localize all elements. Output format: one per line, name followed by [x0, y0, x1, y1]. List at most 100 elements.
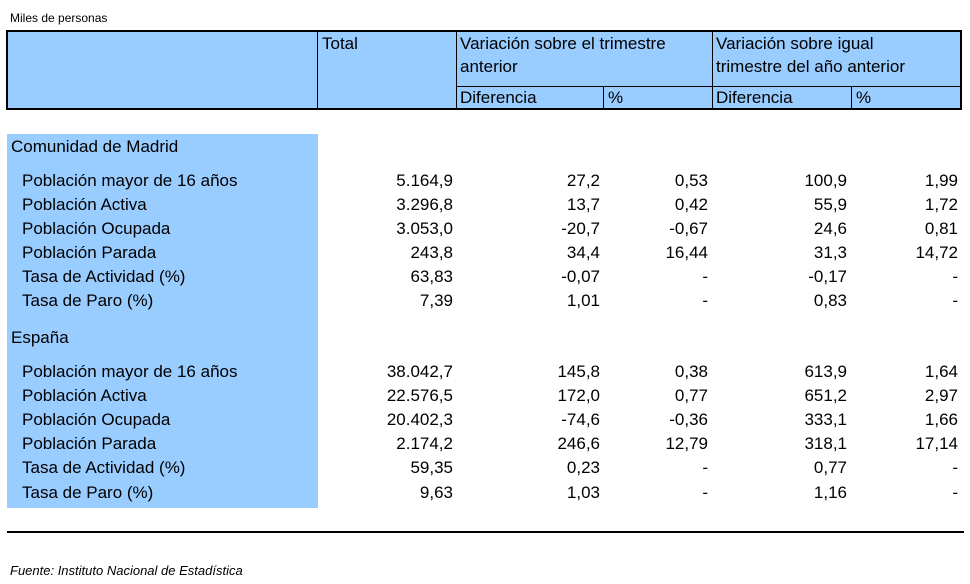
cell-pct-prev: 0,38 [674, 362, 708, 381]
cell-diff-year: -0,17 [808, 267, 847, 286]
header-divider [603, 86, 604, 108]
header-var-prev-line1: Variación sobre el trimestre [460, 34, 666, 53]
table-row: Tasa de Actividad (%) 63,83 -0,07 - -0,1… [0, 265, 970, 289]
source-note: Fuente: Instituto Nacional de Estadístic… [10, 563, 243, 578]
header-var-prev-line2: anterior [460, 57, 518, 76]
header-divider [851, 86, 852, 108]
row-label: Población Parada [22, 243, 157, 262]
units-note: Miles de personas [10, 11, 108, 25]
section-title-row: Comunidad de Madrid [0, 135, 970, 159]
cell-pct-prev: - [702, 291, 708, 310]
cell-pct-prev: 0,53 [674, 171, 708, 190]
cell-diff-year: 1,16 [813, 483, 847, 502]
cell-pct-year: 1,72 [924, 195, 958, 214]
table-row: Población mayor de 16 años 5.164,9 27,2 … [0, 169, 970, 193]
cell-pct-year: 0,81 [924, 219, 958, 238]
cell-pct-year: - [952, 483, 958, 502]
section-title: Comunidad de Madrid [11, 137, 179, 156]
table-row: Población Ocupada 3.053,0 -20,7 -0,67 24… [0, 217, 970, 241]
section-title-row: España [0, 326, 970, 350]
table-row: Población Parada 243,8 34,4 16,44 31,3 1… [0, 241, 970, 265]
cell-diff-prev: 13,7 [566, 195, 600, 214]
cell-pct-year: - [952, 458, 958, 477]
cell-diff-prev: 1,03 [566, 483, 600, 502]
table-row: Tasa de Paro (%) 9,63 1,03 - 1,16 - [0, 481, 970, 505]
cell-pct-prev: - [702, 483, 708, 502]
cell-pct-prev: 12,79 [665, 434, 708, 453]
row-label: Población Ocupada [22, 410, 171, 429]
cell-pct-year: - [952, 267, 958, 286]
cell-diff-year: 333,1 [804, 410, 847, 429]
cell-pct-year: 1,66 [924, 410, 958, 429]
cell-diff-prev: 172,0 [557, 386, 600, 405]
header-divider [712, 32, 713, 108]
cell-pct-prev: -0,67 [669, 219, 708, 238]
cell-pct-year: 1,99 [924, 171, 958, 190]
cell-diff-prev: -20,7 [561, 219, 600, 238]
cell-pct-year: 14,72 [915, 243, 958, 262]
cell-total: 3.296,8 [396, 195, 453, 214]
row-label: Población Parada [22, 434, 157, 453]
header-var-year-line1: Variación sobre igual [716, 34, 874, 53]
section-title: España [11, 328, 69, 347]
header-pct-prev: % [608, 88, 624, 107]
row-label: Tasa de Actividad (%) [22, 267, 186, 286]
cell-diff-prev: 246,6 [557, 434, 600, 453]
table-row: Población Parada 2.174,2 246,6 12,79 318… [0, 432, 970, 456]
cell-pct-prev: -0,36 [669, 410, 708, 429]
cell-diff-prev: 27,2 [566, 171, 600, 190]
cell-diff-year: 55,9 [813, 195, 847, 214]
row-label: Tasa de Actividad (%) [22, 458, 186, 477]
cell-total: 7,39 [419, 291, 453, 310]
header-diff-year: Diferencia [716, 88, 793, 107]
cell-total: 38.042,7 [386, 362, 453, 381]
cell-pct-year: - [952, 291, 958, 310]
cell-total: 20.402,3 [386, 410, 453, 429]
cell-pct-prev: - [702, 458, 708, 477]
cell-total: 59,35 [410, 458, 453, 477]
row-label: Tasa de Paro (%) [22, 291, 154, 310]
row-label: Población mayor de 16 años [22, 362, 238, 381]
cell-pct-prev: - [702, 267, 708, 286]
cell-total: 9,63 [419, 483, 453, 502]
cell-diff-year: 24,6 [813, 219, 847, 238]
cell-total: 3.053,0 [396, 219, 453, 238]
table-header: Total Variación sobre el trimestre anter… [6, 30, 962, 110]
header-divider [317, 32, 318, 108]
table-row: Tasa de Paro (%) 7,39 1,01 - 0,83 - [0, 289, 970, 313]
header-subdivider [456, 86, 960, 87]
cell-diff-prev: 145,8 [557, 362, 600, 381]
row-label: Tasa de Paro (%) [22, 483, 154, 502]
cell-diff-year: 100,9 [804, 171, 847, 190]
cell-diff-prev: -74,6 [561, 410, 600, 429]
row-label: Población Ocupada [22, 219, 171, 238]
header-var-year-line2: trimestre del año anterior [716, 57, 905, 76]
cell-diff-year: 651,2 [804, 386, 847, 405]
row-label: Población Activa [22, 386, 147, 405]
cell-pct-year: 2,97 [924, 386, 958, 405]
header-total: Total [322, 34, 358, 53]
cell-diff-prev: 0,23 [566, 458, 600, 477]
cell-total: 5.164,9 [396, 171, 453, 190]
cell-pct-year: 1,64 [924, 362, 958, 381]
cell-diff-prev: 34,4 [566, 243, 600, 262]
cell-total: 243,8 [410, 243, 453, 262]
header-divider [456, 32, 457, 108]
row-label: Población Activa [22, 195, 147, 214]
table-row: Población Ocupada 20.402,3 -74,6 -0,36 3… [0, 408, 970, 432]
cell-diff-year: 318,1 [804, 434, 847, 453]
cell-pct-prev: 0,42 [674, 195, 708, 214]
cell-diff-prev: -0,07 [561, 267, 600, 286]
cell-pct-year: 17,14 [915, 434, 958, 453]
table-row: Población Activa 22.576,5 172,0 0,77 651… [0, 384, 970, 408]
cell-diff-year: 0,83 [813, 291, 847, 310]
cell-diff-year: 31,3 [813, 243, 847, 262]
header-pct-year: % [856, 88, 872, 107]
cell-diff-year: 0,77 [813, 458, 847, 477]
table-row: Población mayor de 16 años 38.042,7 145,… [0, 360, 970, 384]
cell-diff-prev: 1,01 [566, 291, 600, 310]
cell-total: 63,83 [410, 267, 453, 286]
cell-pct-prev: 16,44 [665, 243, 708, 262]
row-label: Población mayor de 16 años [22, 171, 238, 190]
bottom-rule [7, 531, 964, 533]
